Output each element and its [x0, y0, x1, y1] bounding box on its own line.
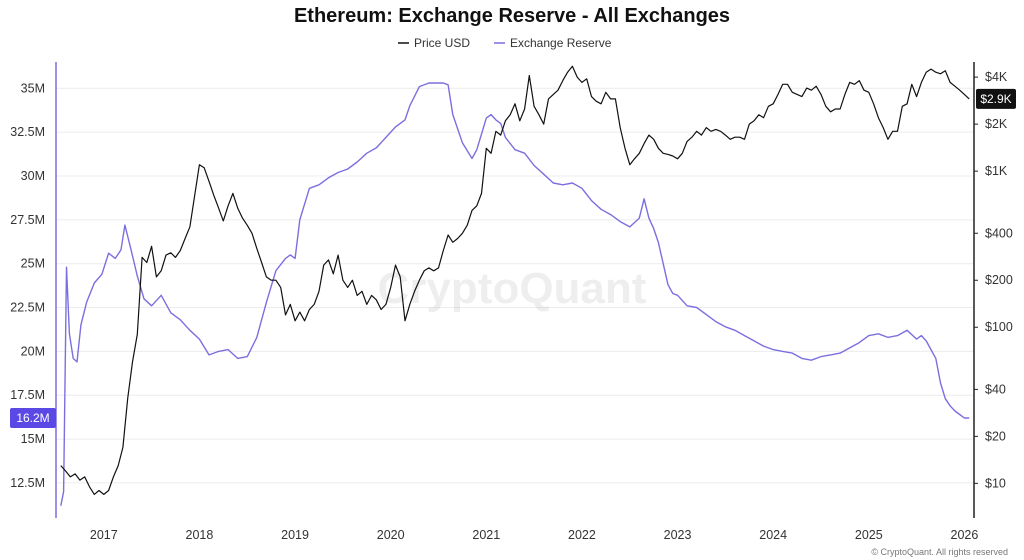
right-tick-label: $200 [985, 273, 1013, 287]
left-tick-label: 17.5M [10, 388, 45, 402]
right-tick-label: $1K [985, 164, 1008, 178]
left-tick-label: 12.5M [10, 476, 45, 490]
left-axis-ticks: 12.5M 15M 17.5M 20M 22.5M 25M 27.5M 30M 32.5M 35M [10, 81, 45, 490]
right-tick-label: $400 [985, 226, 1013, 240]
left-tick-label: 32.5M [10, 125, 45, 139]
reserve-current-badge: 16.2M [10, 408, 56, 429]
price-badge-label: $2.9K [980, 92, 1011, 106]
legend-label-reserve: Exchange Reserve [510, 36, 612, 50]
x-tick-label: 2025 [855, 528, 883, 542]
gridlines [56, 87, 974, 484]
right-tick-label: $4K [985, 70, 1008, 84]
x-tick-label: 2023 [664, 528, 692, 542]
x-tick-label: 2022 [568, 528, 596, 542]
right-tick-label: $40 [985, 382, 1006, 396]
reserve-badge-label: 16.2M [16, 411, 49, 425]
legend: Price USD Exchange Reserve [398, 36, 612, 50]
price-line [60, 65, 970, 495]
x-tick-label: 2018 [186, 528, 214, 542]
x-tick-label: 2017 [90, 528, 118, 542]
x-tick-label: 2021 [472, 528, 500, 542]
right-tick-label: $2K [985, 117, 1008, 131]
copyright-notice: © CryptoQuant. All rights reserved [871, 547, 1008, 557]
reserve-line [60, 82, 970, 506]
price-current-badge: $2.9K [976, 88, 1016, 109]
reserve-badge-background [10, 408, 56, 429]
price-badge-background [976, 88, 1016, 109]
right-axis-ticks: $10 $20 $40 $100 $200 $400 $1K $2K $4K [974, 70, 1013, 490]
price-series [60, 65, 970, 495]
right-tick-label: $100 [985, 320, 1013, 334]
left-tick-label: 20M [21, 344, 45, 358]
watermark: CryptoQuant [378, 264, 647, 313]
chart-title: Ethereum: Exchange Reserve - All Exchang… [294, 5, 730, 27]
legend-label-price: Price USD [414, 36, 470, 50]
x-tick-label: 2026 [951, 528, 979, 542]
left-tick-label: 30M [21, 169, 45, 183]
reserve-series [60, 82, 970, 506]
x-tick-label: 2024 [759, 528, 787, 542]
right-tick-label: $20 [985, 429, 1006, 443]
right-tick-label: $10 [985, 476, 1006, 490]
x-tick-label: 2019 [281, 528, 309, 542]
x-tick-label: 2020 [377, 528, 405, 542]
x-axis-ticks: 2017 2018 2019 2020 2021 2022 2023 2024 2025 2026 [90, 528, 978, 542]
left-tick-label: 25M [21, 257, 45, 271]
left-tick-label: 22.5M [10, 301, 45, 315]
left-tick-label: 15M [21, 432, 45, 446]
left-tick-label: 27.5M [10, 213, 45, 227]
left-tick-label: 35M [21, 81, 45, 95]
